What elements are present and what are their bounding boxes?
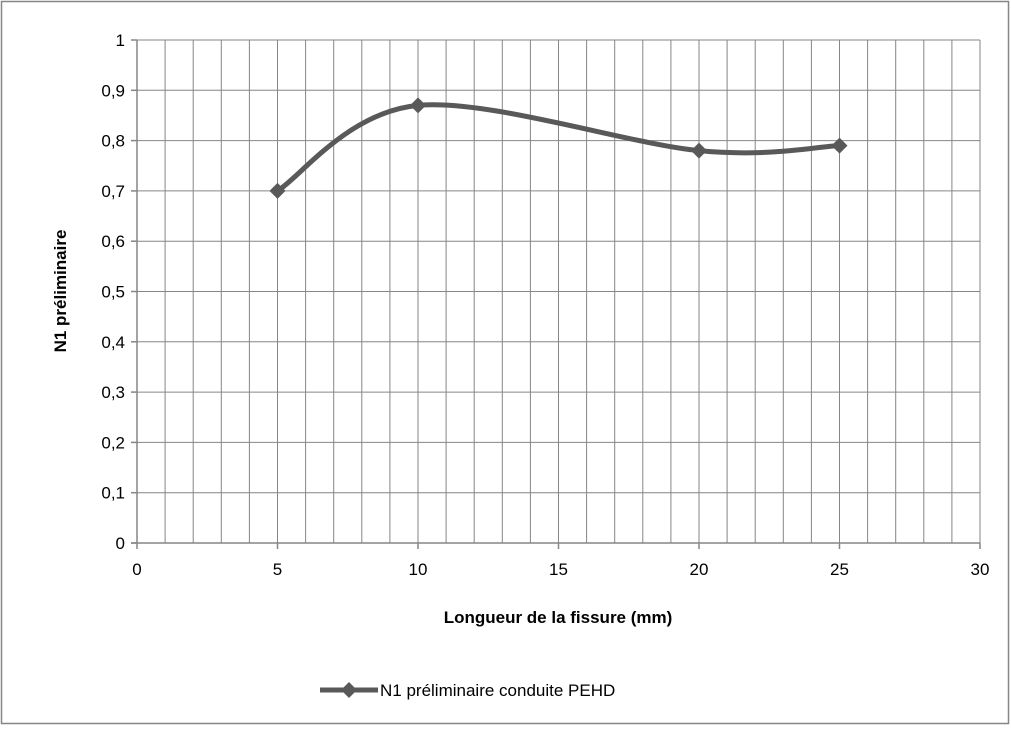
y-tick-label: 0,5: [101, 283, 125, 302]
legend: N1 préliminaire conduite PEHD: [320, 681, 615, 700]
legend-series-label: N1 préliminaire conduite PEHD: [380, 681, 615, 700]
data-point-marker: [269, 182, 286, 199]
y-tick-label: 0: [116, 534, 125, 553]
data-point-marker: [410, 97, 426, 114]
y-tick-label: 0,6: [101, 232, 125, 251]
y-tick-label: 0,8: [101, 132, 125, 151]
y-tick-label: 0,4: [101, 333, 125, 352]
axes: [131, 39, 981, 549]
series-line: [275, 102, 842, 194]
y-tick-label: 0,1: [101, 484, 125, 503]
x-tick-label: 15: [549, 560, 568, 579]
data-point-marker: [831, 137, 848, 154]
x-tick-label: 0: [132, 560, 141, 579]
tick-labels: 00,10,20,30,40,50,60,70,80,910 5 10 15 20 25 3…: [101, 31, 989, 579]
x-tick-label: 10: [409, 560, 428, 579]
y-axis-title: N1 préliminaire: [51, 230, 70, 353]
x-tick-label: 30: [971, 560, 990, 579]
y-tick-label: 1: [116, 31, 125, 50]
series-layer: [269, 97, 848, 199]
y-tick-label: 0,2: [101, 433, 125, 452]
y-tick-label: 0,3: [101, 383, 125, 402]
x-tick-label: 25: [830, 560, 849, 579]
x-tick-label: 20: [690, 560, 709, 579]
grid: [137, 39, 981, 543]
legend-diamond-marker: [341, 682, 357, 698]
x-axis-title: Longueur de la fissure (mm): [444, 608, 673, 627]
data-point-marker: [691, 142, 707, 159]
y-tick-label: 0,9: [101, 81, 125, 100]
y-tick-label: 0,7: [101, 182, 125, 201]
x-tick-label: 5: [273, 560, 282, 579]
